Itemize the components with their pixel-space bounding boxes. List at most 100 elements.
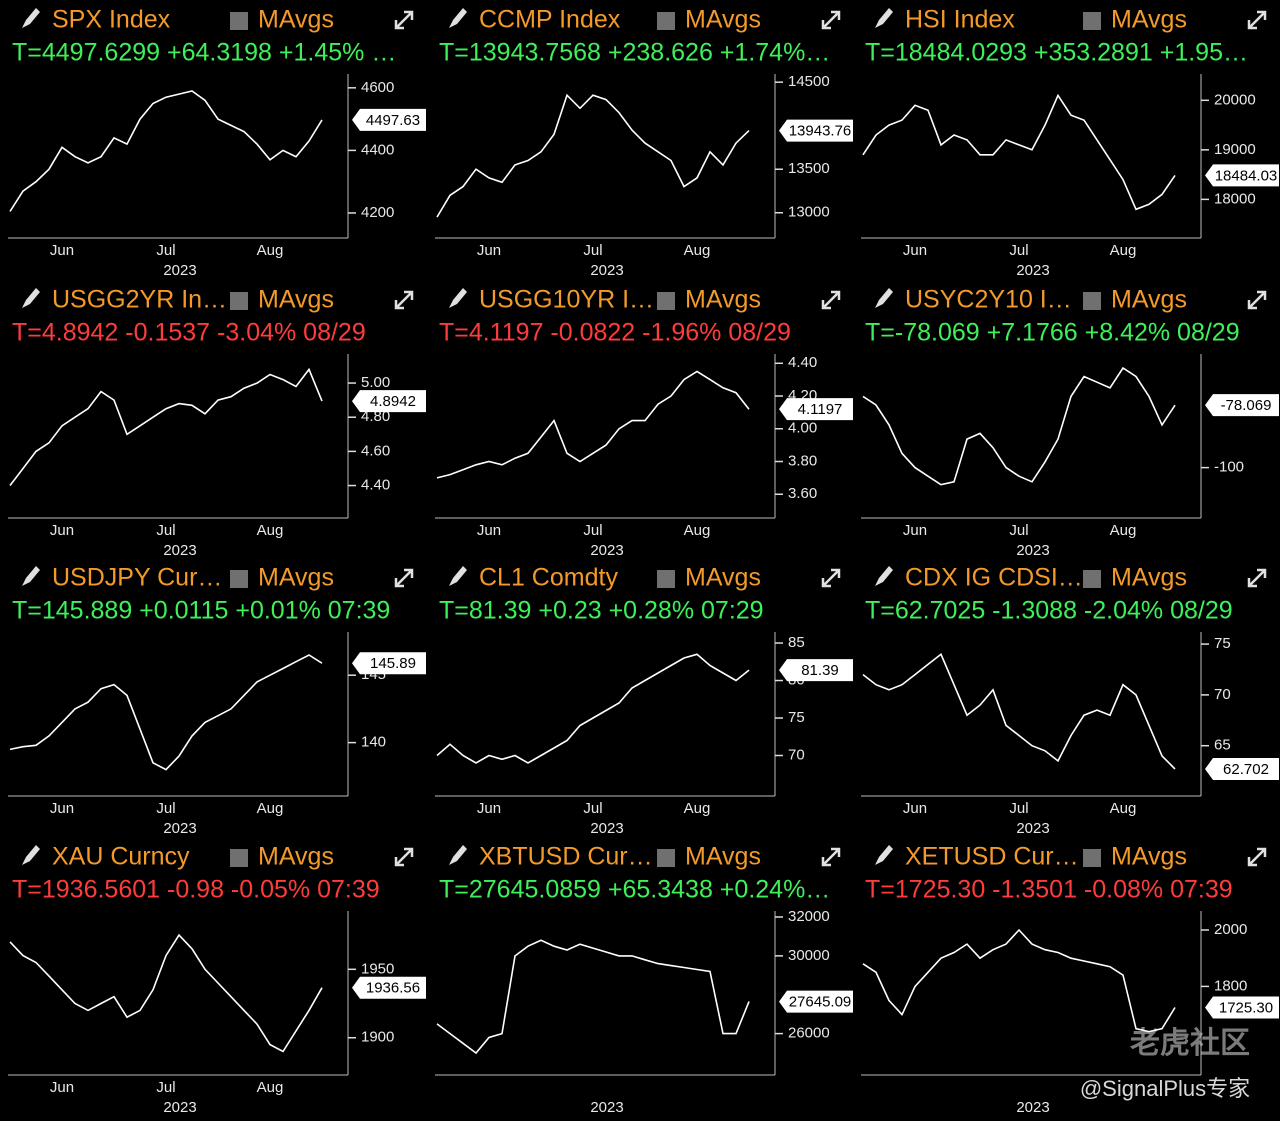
indicator-box <box>1083 849 1101 867</box>
price-flag-label: 62.702 <box>1223 761 1269 778</box>
y-tick-label: 4.60 <box>361 442 390 459</box>
y-tick-label: 85 <box>788 634 805 651</box>
indicator-label[interactable]: MAvgs <box>1111 564 1187 592</box>
indicator-label[interactable]: MAvgs <box>1111 6 1187 34</box>
edit-icon <box>22 566 40 586</box>
price-flag-label: 4.1197 <box>798 401 843 418</box>
expand-icon[interactable] <box>394 290 414 310</box>
watermark-handle: @SignalPlus专家 <box>1080 1076 1250 1101</box>
expand-icon[interactable] <box>821 10 841 30</box>
indicator-box <box>657 849 675 867</box>
x-tick-label: Jun <box>50 1079 74 1096</box>
x-axis-year: 2023 <box>163 820 196 837</box>
expand-icon[interactable] <box>394 568 414 588</box>
price-flag-label: 13943.76 <box>789 123 852 140</box>
watermark-logo: 老虎社区 <box>1130 1027 1250 1060</box>
panel-title: CCMP Index <box>479 6 621 34</box>
y-tick-label: 1800 <box>1214 977 1247 994</box>
price-flag <box>779 659 853 682</box>
panel: HSI Index MAvgs T=18484.0293 +353.2891 +1.… <box>861 6 1279 279</box>
indicator-label[interactable]: MAvgs <box>258 286 334 314</box>
quote-line: T=-78.069 +7.1766 +8.42% 08/29 <box>865 319 1240 347</box>
x-tick-label: Aug <box>1110 522 1137 539</box>
price-flag <box>1205 996 1279 1019</box>
indicator-label[interactable]: MAvgs <box>685 564 761 592</box>
expand-icon[interactable] <box>1247 290 1267 310</box>
expand-icon[interactable] <box>1247 568 1267 588</box>
panel: CL1 Comdty MAvgs T=81.39 +0.23 +0.28% 07:2… <box>435 564 853 837</box>
x-axis-year: 2023 <box>163 1099 196 1116</box>
expand-icon[interactable] <box>394 10 414 30</box>
panel: CDX IG CDSI… MAvgs T=62.7025 -1.3088 -2.04… <box>861 564 1279 837</box>
quote-line: T=145.889 +0.0115 +0.01% 07:39 <box>12 597 390 625</box>
x-tick-label: Jun <box>477 242 501 259</box>
quote-line: T=1725.30 -1.3501 -0.08% 07:39 <box>865 876 1233 904</box>
y-tick-label: 4200 <box>361 204 394 221</box>
x-tick-label: Jul <box>156 1079 175 1096</box>
y-tick-label: 70 <box>1214 686 1231 703</box>
price-line <box>862 653 1176 770</box>
price-line <box>862 366 1176 486</box>
expand-icon[interactable] <box>821 290 841 310</box>
price-flag <box>779 119 853 142</box>
x-axis-year: 2023 <box>590 542 623 559</box>
price-flag-label: -78.069 <box>1221 397 1272 414</box>
price-flag <box>779 398 853 421</box>
panel-title: XETUSD Cur… <box>905 843 1079 871</box>
price-flag-label: 1725.30 <box>1219 999 1273 1016</box>
y-tick-label: 70 <box>788 746 805 763</box>
panel-title: XAU Curncy <box>52 843 190 871</box>
panel-title: CL1 Comdty <box>479 564 618 592</box>
expand-icon[interactable] <box>1247 847 1267 867</box>
edit-icon <box>875 845 893 865</box>
y-tick-label: 18000 <box>1214 190 1256 207</box>
x-tick-label: Jun <box>50 800 74 817</box>
y-tick-label: 4.40 <box>788 354 817 371</box>
indicator-label[interactable]: MAvgs <box>685 843 761 871</box>
indicator-label[interactable]: MAvgs <box>1111 286 1187 314</box>
x-tick-label: Aug <box>1110 242 1137 259</box>
panel-title: USGG2YR In… <box>52 286 227 314</box>
panel: CCMP Index MAvgs T=13943.7568 +238.626 +1.… <box>435 6 853 279</box>
expand-icon[interactable] <box>1247 10 1267 30</box>
y-tick-label: 75 <box>788 709 805 726</box>
y-tick-label: 26000 <box>788 1025 830 1042</box>
indicator-label[interactable]: MAvgs <box>258 843 334 871</box>
indicator-label[interactable]: MAvgs <box>685 286 761 314</box>
x-tick-label: Aug <box>1110 800 1137 817</box>
x-axis-year: 2023 <box>1016 1099 1049 1116</box>
indicator-label[interactable]: MAvgs <box>685 6 761 34</box>
expand-icon[interactable] <box>821 568 841 588</box>
y-tick-label: 13500 <box>788 160 830 177</box>
x-tick-label: Jun <box>903 522 927 539</box>
price-flag <box>352 652 426 675</box>
panel: USGG2YR In… MAvgs T=4.8942 -0.1537 -3.04% … <box>8 286 426 559</box>
x-tick-label: Aug <box>684 800 711 817</box>
edit-icon <box>22 8 40 28</box>
y-tick-label: 65 <box>1214 737 1231 754</box>
indicator-label[interactable]: MAvgs <box>1111 843 1187 871</box>
indicator-label[interactable]: MAvgs <box>258 564 334 592</box>
x-tick-label: Aug <box>257 800 284 817</box>
x-tick-label: Aug <box>257 242 284 259</box>
expand-icon[interactable] <box>394 847 414 867</box>
price-line <box>9 933 323 1053</box>
indicator-label[interactable]: MAvgs <box>258 6 334 34</box>
panel-title: CDX IG CDSI… <box>905 564 1083 592</box>
panel: XBTUSD Cur… MAvgs T=27645.0859 +65.3438 +0… <box>435 843 853 1116</box>
y-tick-label: -100 <box>1214 459 1244 476</box>
y-tick-label: 3.60 <box>788 485 817 502</box>
indicator-box <box>657 292 675 310</box>
panel: USDJPY Cur… MAvgs T=145.889 +0.0115 +0.01%… <box>8 564 426 837</box>
edit-icon <box>875 566 893 586</box>
panel-title: USDJPY Cur… <box>52 564 222 592</box>
price-line <box>436 939 750 1055</box>
y-tick-label: 1900 <box>361 1029 394 1046</box>
price-line <box>9 90 323 212</box>
y-tick-label: 4.00 <box>788 420 817 437</box>
y-tick-label: 4600 <box>361 79 394 96</box>
y-tick-label: 30000 <box>788 947 830 964</box>
expand-icon[interactable] <box>821 847 841 867</box>
edit-icon <box>22 288 40 308</box>
price-flag <box>352 976 426 999</box>
